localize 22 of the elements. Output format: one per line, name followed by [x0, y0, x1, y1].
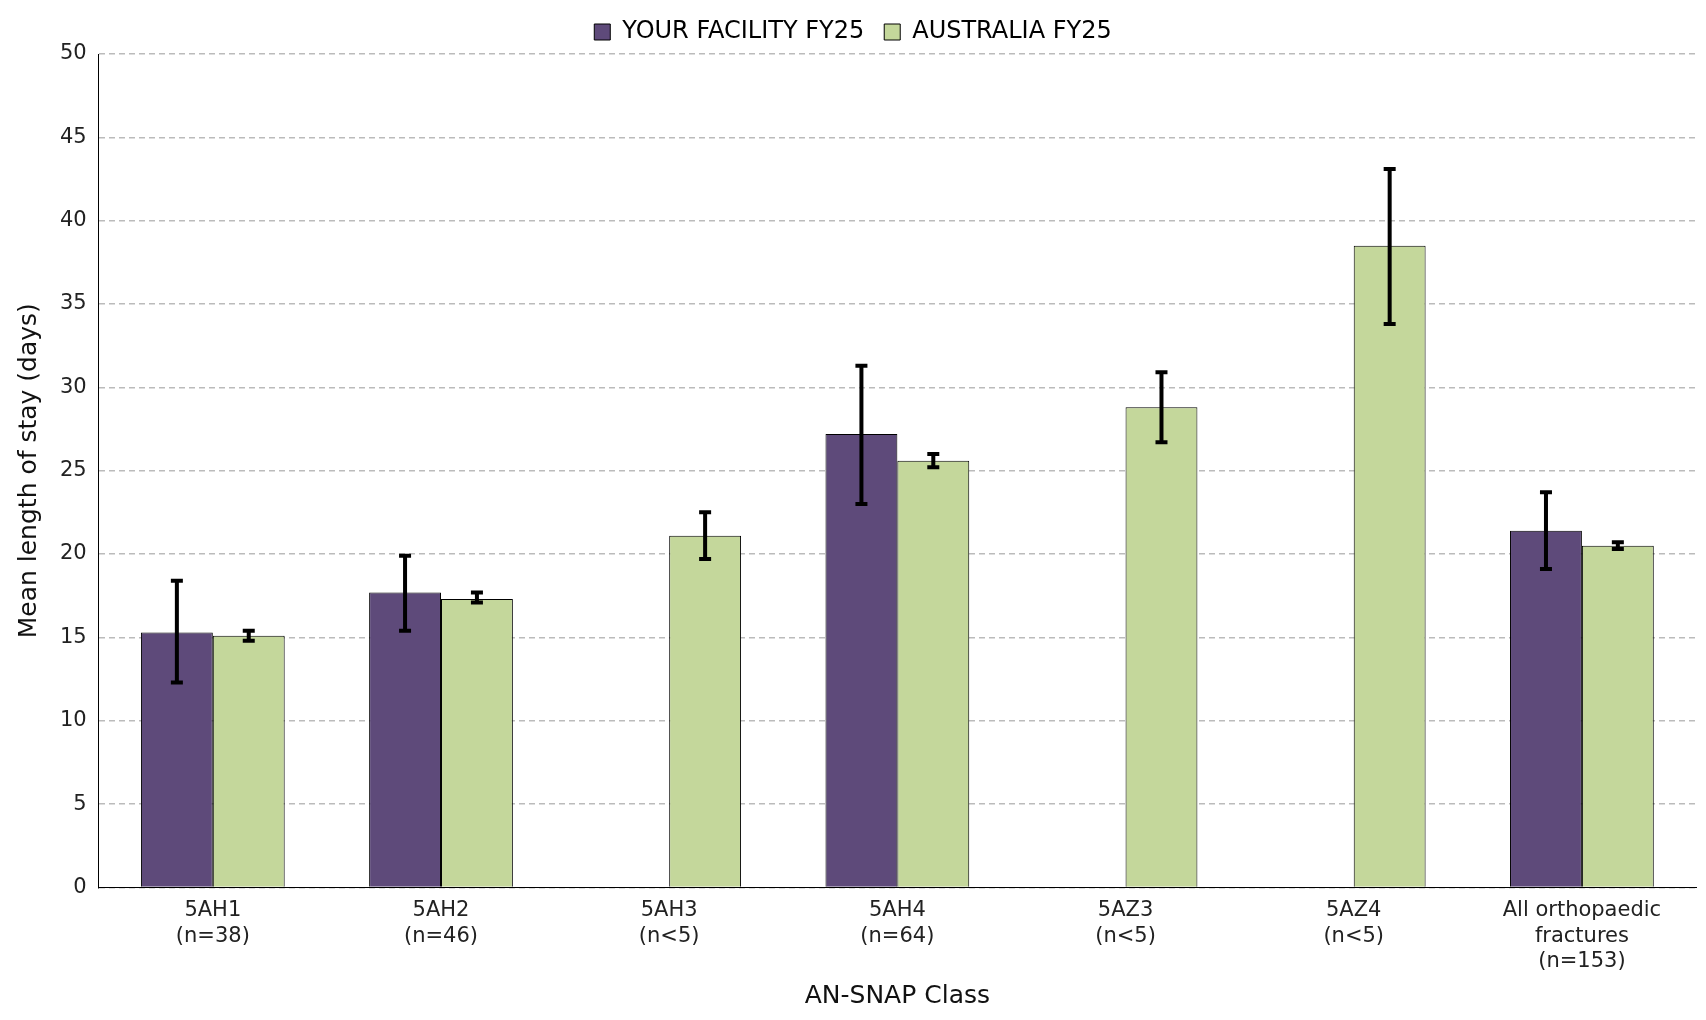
y-tick-label: 0: [73, 873, 87, 898]
y-tick-label: 5: [73, 790, 87, 815]
legend-label: AUSTRALIA FY25: [912, 16, 1112, 45]
x-tick-label: All orthopaedic fractures (n=153): [1502, 897, 1662, 972]
y-tick-label: 25: [59, 457, 87, 482]
x-tick-label: 5AZ4 (n<5): [1323, 897, 1385, 947]
y-tick-label: 40: [59, 207, 87, 232]
y-tick-label: 35: [59, 290, 87, 315]
y-tick-label: 45: [59, 123, 87, 148]
y-axis-title: Mean length of stay (days): [12, 303, 42, 639]
x-tick-label: 5AZ3 (n<5): [1095, 897, 1156, 947]
y-tick-label: 50: [59, 40, 87, 65]
x-tick-label: 5AH3 (n<5): [638, 897, 700, 947]
y-tick-label: 10: [59, 707, 87, 732]
y-tick-label: 15: [59, 623, 87, 648]
legend-label: YOUR FACILITY FY25: [621, 16, 865, 45]
x-tick-label: 5AH2 (n=46): [403, 897, 478, 947]
y-tick-label: 30: [59, 373, 87, 398]
y-tick-label: 20: [59, 540, 87, 565]
x-tick-label: 5AH4 (n=64): [860, 897, 935, 947]
x-tick-label: 5AH1 (n=38): [175, 897, 250, 947]
x-axis-title: AN-SNAP Class: [804, 979, 991, 1009]
